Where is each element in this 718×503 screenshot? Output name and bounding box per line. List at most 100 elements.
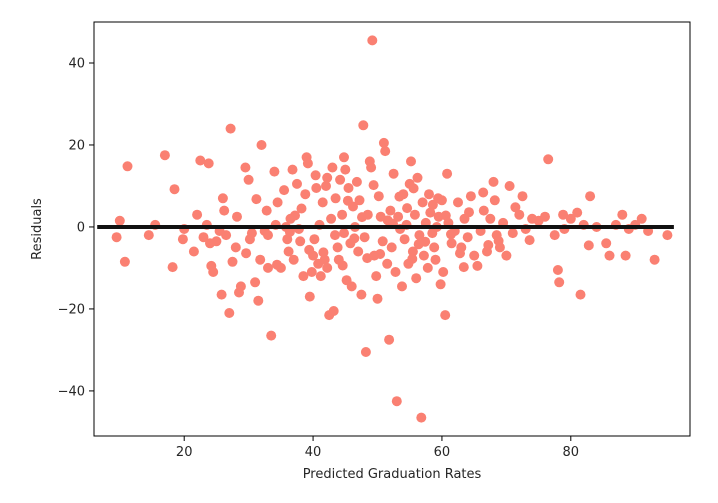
- data-point: [311, 183, 322, 193]
- data-point: [514, 209, 525, 220]
- data-point: [339, 228, 349, 239]
- data-point: [420, 236, 431, 247]
- data-point: [402, 203, 413, 214]
- data-point: [266, 330, 277, 341]
- data-point: [328, 306, 339, 316]
- data-point: [253, 295, 264, 306]
- data-point: [380, 146, 391, 157]
- data-point: [302, 158, 313, 169]
- data-point: [504, 181, 515, 191]
- data-point: [385, 205, 396, 216]
- data-point: [662, 230, 673, 241]
- data-point: [315, 271, 326, 282]
- data-point: [386, 242, 397, 253]
- data-point: [549, 230, 560, 241]
- data-point: [235, 281, 246, 292]
- data-point: [462, 232, 473, 243]
- data-point: [356, 289, 367, 300]
- data-point: [378, 137, 389, 148]
- data-point: [469, 250, 480, 261]
- data-point: [478, 187, 489, 198]
- y-tick-label: 40: [68, 56, 85, 71]
- data-point: [478, 205, 489, 216]
- data-point: [407, 246, 418, 257]
- data-point: [287, 164, 298, 175]
- data-point: [465, 191, 476, 202]
- data-point: [416, 412, 427, 423]
- data-point: [322, 172, 333, 183]
- data-point: [309, 234, 320, 245]
- data-point: [290, 210, 300, 221]
- data-point: [472, 260, 483, 271]
- data-point: [368, 180, 379, 191]
- data-point: [382, 215, 393, 226]
- data-point: [554, 277, 565, 288]
- data-point: [485, 213, 496, 224]
- data-point: [417, 197, 428, 208]
- data-point: [295, 236, 306, 247]
- data-point: [362, 253, 373, 264]
- data-point: [409, 209, 420, 220]
- data-point: [510, 202, 521, 213]
- data-point: [360, 347, 371, 357]
- data-point: [433, 193, 444, 204]
- data-point: [354, 195, 365, 206]
- data-point: [221, 230, 232, 241]
- data-point: [342, 195, 353, 206]
- data-point: [143, 230, 154, 241]
- data-point: [272, 259, 282, 270]
- data-point: [317, 197, 328, 208]
- data-point: [192, 209, 203, 220]
- data-point: [552, 265, 563, 275]
- data-point: [279, 185, 290, 196]
- data-point: [601, 238, 612, 249]
- data-point: [169, 184, 180, 195]
- data-point: [346, 281, 357, 292]
- data-point: [375, 249, 386, 259]
- y-tick-label: −40: [58, 384, 85, 399]
- data-point: [300, 189, 311, 200]
- plot-frame: [93, 21, 691, 437]
- data-point: [540, 211, 550, 222]
- data-point: [430, 254, 441, 265]
- x-tick-label: 60: [434, 445, 451, 460]
- data-point: [217, 193, 228, 204]
- data-point: [232, 211, 242, 222]
- data-point: [296, 203, 307, 214]
- data-point: [382, 258, 393, 269]
- data-point: [332, 242, 343, 253]
- data-point: [388, 168, 399, 179]
- data-point: [339, 152, 349, 163]
- data-point: [327, 162, 338, 173]
- data-point: [310, 170, 321, 181]
- data-point: [255, 254, 266, 265]
- x-tick-label: 40: [305, 445, 322, 460]
- data-point: [446, 238, 457, 249]
- data-point: [455, 248, 465, 259]
- data-point: [371, 271, 382, 282]
- data-point: [357, 212, 367, 223]
- data-point: [337, 209, 348, 220]
- data-point: [304, 291, 315, 302]
- y-axis-ticks: −40 −20 0 20 40: [58, 56, 94, 399]
- data-point: [464, 207, 474, 218]
- data-point: [122, 161, 133, 172]
- data-point: [114, 215, 125, 226]
- data-point: [446, 229, 456, 240]
- data-point: [326, 213, 337, 224]
- data-point: [216, 289, 227, 300]
- data-point: [524, 235, 535, 246]
- data-point: [219, 205, 230, 216]
- data-point: [263, 230, 273, 241]
- data-point: [318, 247, 329, 258]
- data-point: [517, 191, 528, 202]
- data-point: [394, 191, 405, 202]
- data-point: [195, 155, 206, 166]
- data-point: [359, 232, 370, 243]
- data-point: [377, 236, 388, 247]
- data-point: [251, 194, 262, 205]
- data-point: [585, 191, 596, 202]
- data-point: [340, 164, 351, 175]
- data-point: [241, 248, 252, 259]
